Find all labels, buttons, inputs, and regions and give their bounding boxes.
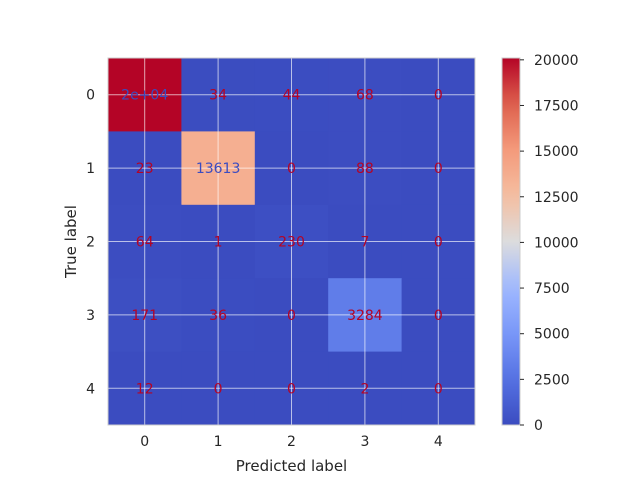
cell-value-label: 171: [131, 308, 158, 324]
cell-value-label: 13613: [196, 161, 241, 177]
cell-value-label: 44: [283, 88, 301, 104]
cell-value-label: 0: [434, 308, 443, 324]
x-tick-label: 3: [360, 434, 369, 450]
cell-value-label: 23: [136, 161, 154, 177]
cell-value-label: 0: [287, 308, 296, 324]
cell-value-label: 2: [360, 381, 369, 397]
colorbar-frame: [501, 57, 521, 426]
cell-value-label: 0: [287, 161, 296, 177]
cell-value-label: 0: [434, 235, 443, 251]
x-tick-label: 0: [140, 434, 149, 450]
cell-value-label: 64: [136, 235, 154, 251]
colorbar-tick-label: 20000: [534, 53, 579, 69]
cell-value-label: 0: [287, 381, 296, 397]
cell-value-label: 88: [356, 161, 374, 177]
cell-value-label: 68: [356, 88, 374, 104]
cell-value-label: 230: [278, 235, 305, 251]
cell-value-label: 3284: [347, 308, 383, 324]
y-axis-ticks: 0 1 2 3 4: [86, 88, 95, 398]
y-tick-label: 0: [86, 88, 95, 104]
colorbar-tick-label: 7500: [534, 281, 570, 297]
colorbar-tick-label: 15000: [534, 144, 579, 160]
colorbar: [502, 58, 520, 425]
cell-value-label: 0: [434, 161, 443, 177]
heatmap-cell-labels: 2e+04 34 44 68 0 23 13613 0 88 0 64 1 230 7 0 171 36 0 328…: [121, 88, 443, 398]
cell-value-label: 2e+04: [121, 88, 168, 104]
cell-value-label: 0: [434, 88, 443, 104]
y-tick-label: 3: [86, 308, 95, 324]
y-tick-label: 1: [86, 161, 95, 177]
x-axis-label: Predicted label: [236, 457, 347, 475]
cell-value-label: 0: [214, 381, 223, 397]
cell-value-label: 12: [136, 381, 154, 397]
colorbar-tick-label: 2500: [534, 372, 570, 388]
cell-value-label: 0: [434, 381, 443, 397]
heatmap-frame: [107, 57, 476, 426]
colorbar-tick-label: 17500: [534, 98, 579, 114]
x-axis-ticks: 0 1 2 3 4: [140, 434, 443, 450]
colorbar-tick-label: 0: [534, 418, 543, 434]
y-axis-label: True label: [62, 205, 80, 279]
colorbar-tick-label: 10000: [534, 235, 579, 251]
cell-value-label: 1: [214, 235, 223, 251]
colorbar-ticks: 0 2500 5000 7500 10000 12500 15000 17500 20000: [520, 53, 579, 434]
cell-value-label: 7: [360, 235, 369, 251]
x-tick-label: 4: [434, 434, 443, 450]
x-tick-label: 2: [287, 434, 296, 450]
colorbar-tick-label: 5000: [534, 327, 570, 343]
heatmap-grid: [108, 58, 475, 425]
cell-value-label: 34: [209, 88, 227, 104]
y-tick-label: 4: [86, 381, 95, 397]
colorbar-tick-label: 12500: [534, 190, 579, 206]
cell-value-label: 36: [209, 308, 227, 324]
y-tick-label: 2: [86, 235, 95, 251]
x-tick-label: 1: [214, 434, 223, 450]
